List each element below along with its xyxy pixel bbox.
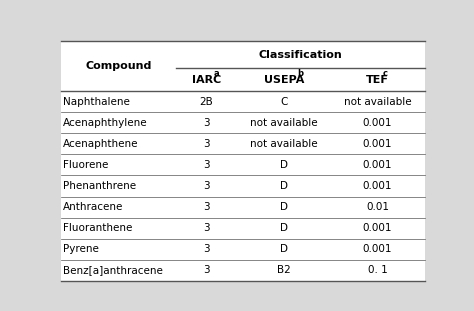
Text: not available: not available (250, 139, 318, 149)
Text: D: D (280, 223, 288, 233)
Text: b: b (297, 69, 303, 78)
Text: 0. 1: 0. 1 (368, 265, 387, 275)
Text: Fluorene: Fluorene (64, 160, 109, 170)
Text: Phenanthrene: Phenanthrene (64, 181, 137, 191)
Text: 0.001: 0.001 (363, 118, 392, 128)
Text: D: D (280, 202, 288, 212)
Text: 3: 3 (203, 223, 210, 233)
Text: 0.001: 0.001 (363, 181, 392, 191)
Text: Fluoranthene: Fluoranthene (64, 223, 133, 233)
Text: 2B: 2B (200, 97, 213, 107)
Text: Naphthalene: Naphthalene (64, 97, 130, 107)
Text: 3: 3 (203, 160, 210, 170)
Text: 3: 3 (203, 139, 210, 149)
Text: 0.01: 0.01 (366, 202, 389, 212)
Text: Pyrene: Pyrene (64, 244, 99, 254)
Text: D: D (280, 181, 288, 191)
Text: D: D (280, 160, 288, 170)
Text: not available: not available (250, 118, 318, 128)
Text: 0.001: 0.001 (363, 139, 392, 149)
Text: c: c (383, 69, 388, 78)
Text: 0.001: 0.001 (363, 244, 392, 254)
Text: not available: not available (344, 97, 411, 107)
Text: 3: 3 (203, 181, 210, 191)
Text: Classification: Classification (258, 50, 342, 60)
Text: D: D (280, 244, 288, 254)
Text: 3: 3 (203, 202, 210, 212)
Text: Benz[a]anthracene: Benz[a]anthracene (64, 265, 163, 275)
Text: Anthracene: Anthracene (64, 202, 124, 212)
Text: USEPA: USEPA (264, 75, 304, 85)
Text: 3: 3 (203, 118, 210, 128)
Text: 3: 3 (203, 265, 210, 275)
Text: C: C (280, 97, 288, 107)
Text: Acenaphthylene: Acenaphthylene (64, 118, 148, 128)
Text: Compound: Compound (85, 61, 152, 71)
Text: Acenaphthene: Acenaphthene (64, 139, 139, 149)
Text: 3: 3 (203, 244, 210, 254)
Text: B2: B2 (277, 265, 291, 275)
Text: IARC: IARC (192, 75, 221, 85)
Text: a: a (214, 69, 219, 78)
Text: 0.001: 0.001 (363, 160, 392, 170)
Text: TEF: TEF (366, 75, 389, 85)
Text: 0.001: 0.001 (363, 223, 392, 233)
